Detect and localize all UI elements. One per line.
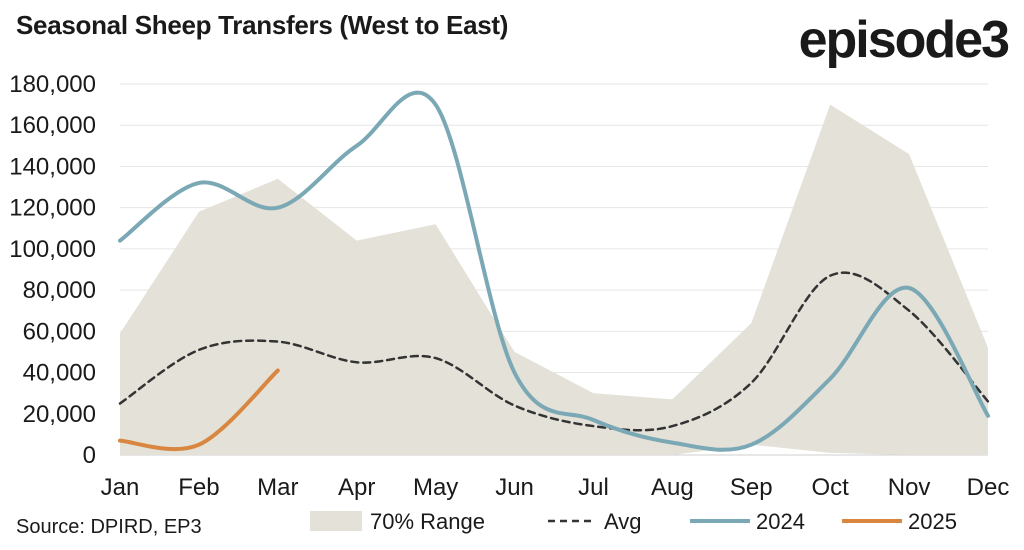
y-axis-ticks: 0 20,000 40,000 60,000 80,000 100,000 120,000 1…: [9, 71, 96, 469]
y-tick-label: 160,000: [9, 112, 96, 139]
x-tick-label: Oct: [812, 474, 850, 501]
x-tick-label: Mar: [257, 474, 298, 501]
x-axis-ticks: Jan Feb Mar Apr May Jun Jul Aug Sep Oct Nov Dec: [101, 474, 1010, 501]
y-tick-label: 0: [83, 442, 96, 469]
brand-logo: episode3: [798, 11, 1010, 69]
legend: 70% Range Avg 2024 2025: [310, 509, 957, 534]
series-2025-line: [118, 368, 280, 452]
x-tick-label: Feb: [178, 474, 219, 501]
y-tick-label: 20,000: [23, 401, 96, 428]
legend-label-2025: 2025: [908, 509, 957, 534]
y-tick-label: 80,000: [23, 277, 96, 304]
legend-label-range: 70% Range: [370, 509, 485, 534]
x-tick-label: Aug: [651, 474, 694, 501]
legend-label-2024: 2024: [756, 509, 805, 534]
y-tick-label: 60,000: [23, 318, 96, 345]
range-area-layer: [120, 104, 988, 455]
y-tick-label: 40,000: [23, 360, 96, 387]
y-tick-label: 100,000: [9, 236, 96, 263]
y-tick-label: 180,000: [9, 71, 96, 98]
x-tick-label: Jun: [495, 474, 534, 501]
x-tick-label: Sep: [730, 474, 773, 501]
chart-title: Seasonal Sheep Transfers (West to East): [16, 10, 509, 40]
legend-label-avg: Avg: [604, 509, 642, 534]
source-note: Source: DPIRD, EP3: [16, 516, 202, 538]
x-tick-label: Jan: [101, 474, 140, 501]
x-tick-label: May: [413, 474, 458, 501]
x-tick-label: Dec: [967, 474, 1010, 501]
avg-line: [118, 271, 990, 432]
x-tick-label: Apr: [338, 474, 375, 501]
legend-swatch-range: [310, 511, 362, 531]
range-area: [120, 104, 988, 455]
series-lines: [118, 90, 990, 452]
series-2024-line: [118, 90, 990, 452]
x-tick-label: Jul: [578, 474, 609, 501]
y-tick-label: 140,000: [9, 153, 96, 180]
x-tick-label: Nov: [888, 474, 931, 501]
y-tick-label: 120,000: [9, 195, 96, 222]
